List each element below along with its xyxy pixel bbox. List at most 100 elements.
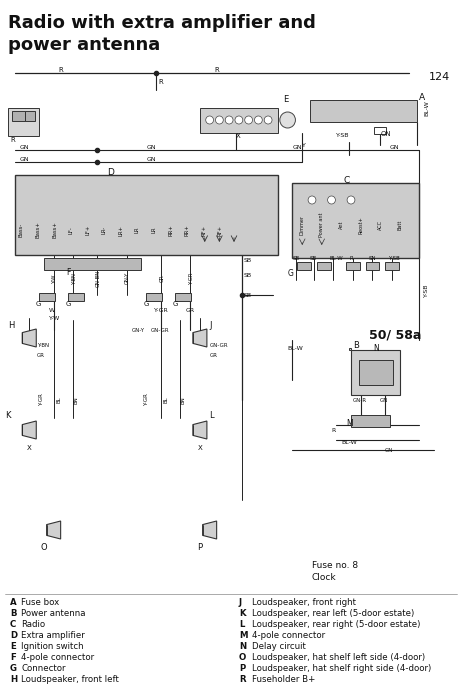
Text: Loudspeaker, rear right (5-door estate): Loudspeaker, rear right (5-door estate): [252, 620, 420, 629]
Text: Y-W: Y-W: [49, 316, 60, 320]
Text: Bass-: Bass-: [19, 223, 24, 237]
Circle shape: [245, 116, 253, 124]
Text: LF+: LF+: [85, 224, 90, 235]
Text: K: K: [5, 411, 10, 420]
Text: LR+: LR+: [118, 224, 123, 236]
Text: GN-R: GN-R: [353, 398, 367, 402]
Text: Extra amplifier: Extra amplifier: [21, 631, 85, 640]
Text: X: X: [198, 445, 202, 451]
Bar: [346, 262, 360, 270]
Text: Reost+: Reost+: [358, 216, 363, 234]
Text: Y-SB: Y-SB: [424, 284, 429, 297]
Text: M: M: [346, 418, 353, 427]
Text: B: B: [353, 341, 359, 350]
Text: BL-W: BL-W: [329, 256, 343, 261]
Bar: [349, 348, 351, 350]
Text: R: R: [58, 67, 63, 73]
Text: G: G: [288, 268, 293, 277]
Text: Loudspeaker, rear left (5-door estate): Loudspeaker, rear left (5-door estate): [252, 609, 414, 618]
Text: G: G: [65, 301, 71, 307]
Bar: [292, 183, 419, 258]
Text: Dimmer: Dimmer: [300, 215, 305, 235]
Text: BN: BN: [181, 396, 185, 404]
Text: SB: SB: [244, 272, 252, 277]
Text: Ant: Ant: [339, 221, 344, 229]
Circle shape: [255, 116, 262, 124]
Text: LR-: LR-: [102, 226, 107, 234]
Text: E: E: [10, 642, 16, 651]
Text: X: X: [27, 445, 32, 451]
Polygon shape: [193, 329, 207, 347]
Text: G: G: [173, 301, 178, 307]
Text: R: R: [158, 79, 163, 85]
Text: GN: GN: [19, 156, 29, 161]
Bar: [15, 175, 278, 255]
Text: Batt: Batt: [397, 220, 402, 230]
Text: X: X: [236, 133, 241, 139]
Text: RF+: RF+: [218, 224, 223, 236]
Text: Y-GR: Y-GR: [154, 307, 169, 313]
Text: GN: GN: [19, 145, 29, 149]
Text: Fuse box: Fuse box: [21, 598, 60, 607]
Circle shape: [280, 112, 295, 128]
Text: BL-W: BL-W: [288, 345, 303, 350]
Circle shape: [264, 116, 272, 124]
Text: F: F: [66, 268, 71, 277]
Text: GN: GN: [146, 145, 156, 149]
Text: Bass+: Bass+: [52, 222, 57, 238]
Polygon shape: [22, 421, 36, 439]
Text: Clock: Clock: [312, 573, 337, 582]
Text: GN: GN: [390, 145, 400, 149]
Text: Y-BN: Y-BN: [37, 343, 49, 348]
Text: F: F: [10, 653, 16, 662]
Bar: [297, 262, 311, 270]
Text: Loudspeaker, hat shelf left side (4-door): Loudspeaker, hat shelf left side (4-door…: [252, 653, 425, 662]
Text: Y-GR: Y-GR: [39, 393, 44, 407]
Bar: [25, 111, 35, 121]
Bar: [351, 350, 400, 395]
Bar: [374, 127, 386, 134]
Text: Loudspeaker, front right: Loudspeaker, front right: [252, 598, 356, 607]
Bar: [310, 100, 417, 122]
Text: Ignition switch: Ignition switch: [21, 642, 84, 651]
Text: BL-W: BL-W: [341, 439, 357, 445]
Text: Y-BN: Y-BN: [72, 272, 77, 284]
Text: GN: GN: [385, 448, 393, 452]
Text: GR: GR: [159, 275, 164, 281]
Text: N: N: [374, 343, 379, 352]
Text: RR+: RR+: [185, 224, 190, 236]
Text: G: G: [143, 301, 149, 307]
Text: Radio: Radio: [21, 620, 46, 629]
Text: L: L: [239, 620, 244, 629]
Text: G: G: [10, 664, 17, 673]
Text: GR: GR: [210, 352, 218, 357]
Text: Y-SB: Y-SB: [388, 256, 400, 261]
Bar: [365, 262, 379, 270]
Bar: [351, 415, 390, 427]
Bar: [200, 108, 278, 133]
Text: ACC: ACC: [378, 220, 383, 230]
Text: O: O: [239, 653, 246, 662]
Circle shape: [347, 196, 355, 204]
Text: GN-GR: GN-GR: [151, 327, 170, 332]
Text: Bass+: Bass+: [36, 222, 40, 238]
Bar: [317, 262, 330, 270]
Polygon shape: [193, 421, 207, 439]
Text: R: R: [331, 427, 336, 432]
Text: H: H: [10, 675, 17, 684]
Text: SB: SB: [292, 256, 300, 261]
Text: GN-BN: GN-BN: [96, 270, 101, 286]
Text: Y: Y: [302, 142, 306, 147]
Text: M: M: [239, 631, 247, 640]
Text: A: A: [10, 598, 17, 607]
Text: GN-GR: GN-GR: [210, 343, 228, 348]
Text: Fuseholder B+: Fuseholder B+: [252, 675, 315, 684]
Text: J: J: [210, 320, 212, 329]
Text: D: D: [10, 631, 17, 640]
Text: Loudspeaker, front left: Loudspeaker, front left: [21, 675, 119, 684]
Text: D: D: [107, 167, 114, 177]
Text: O: O: [41, 543, 47, 553]
Bar: [39, 293, 55, 301]
Text: A: A: [419, 92, 425, 101]
Text: H: H: [8, 320, 14, 329]
